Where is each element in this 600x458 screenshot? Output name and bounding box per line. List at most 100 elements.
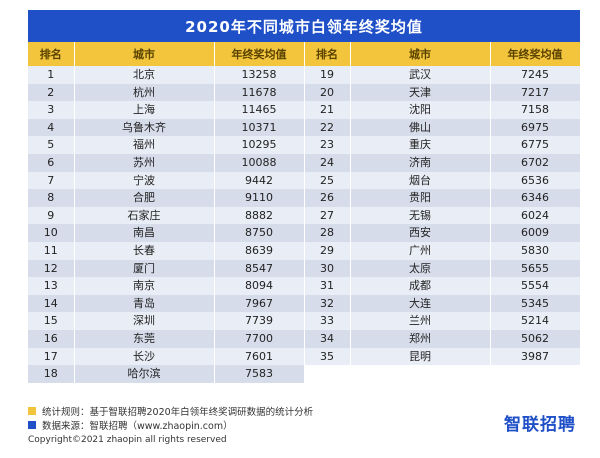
table-body: 1 北京 13258 19 武汉 7245 2 杭州 11678 20 天津 7217 3 上海 11465… [28, 66, 581, 383]
cell-right-rank: 33 [304, 312, 351, 330]
cell-left-rank: 3 [28, 101, 75, 119]
cell-right-rank: 19 [304, 66, 351, 84]
cell-left-city: 南昌 [74, 224, 215, 242]
table-row: 3 上海 11465 21 沈阳 7158 [28, 101, 581, 119]
cell-left-city: 合肥 [74, 189, 215, 207]
rule-note: 统计规则：基于智联招聘2020年白领年终奖调研数据的统计分析 [28, 404, 580, 418]
cell-right-city: 郑州 [350, 329, 491, 348]
table-row: 8 合肥 9110 26 贵阳 6346 [28, 189, 581, 207]
cell-left-city: 哈尔滨 [74, 365, 215, 383]
cell-right-city: 太原 [350, 259, 491, 278]
cell-right-bonus [490, 365, 581, 383]
rule-text: 统计规则：基于智联招聘2020年白领年终奖调研数据的统计分析 [42, 407, 314, 418]
cell-left-rank: 7 [28, 171, 75, 190]
cell-right-bonus: 7158 [490, 101, 581, 119]
header-rank-right: 排名 [304, 42, 351, 66]
table-row: 10 南昌 8750 28 西安 6009 [28, 224, 581, 242]
source-text: 数据来源：智联招聘（www.zhaopin.com） [42, 421, 233, 432]
cell-right-rank: 22 [304, 118, 351, 137]
table-row: 5 福州 10295 23 重庆 6775 [28, 136, 581, 154]
cell-left-bonus: 7601 [214, 347, 305, 366]
cell-left-rank: 8 [28, 189, 75, 207]
page-title: 2020年不同城市白领年终奖均值 [28, 10, 580, 42]
cell-left-rank: 17 [28, 347, 75, 366]
header-rank-left: 排名 [28, 42, 75, 66]
cell-left-city: 南京 [74, 277, 215, 295]
cell-right-city: 天津 [350, 83, 491, 102]
cell-left-bonus: 9110 [214, 189, 305, 207]
cell-left-city: 苏州 [74, 153, 215, 172]
cell-left-city: 厦门 [74, 259, 215, 278]
cell-right-city [350, 365, 491, 383]
cell-left-bonus: 10088 [214, 153, 305, 172]
cell-left-bonus: 8094 [214, 277, 305, 295]
cell-right-bonus: 6975 [490, 118, 581, 137]
cell-right-city: 西安 [350, 224, 491, 242]
cell-left-rank: 11 [28, 241, 75, 260]
cell-right-bonus: 7245 [490, 66, 581, 84]
cell-left-bonus: 7700 [214, 329, 305, 348]
cell-right-rank: 24 [304, 153, 351, 172]
blue-square-icon [28, 421, 36, 429]
table-row: 2 杭州 11678 20 天津 7217 [28, 83, 581, 102]
table-row: 13 南京 8094 31 成都 5554 [28, 277, 581, 295]
cell-left-city: 东莞 [74, 329, 215, 348]
cell-right-city: 成都 [350, 277, 491, 295]
cell-right-city: 昆明 [350, 347, 491, 366]
header-city-right: 城市 [350, 42, 491, 66]
footer: 统计规则：基于智联招聘2020年白领年终奖调研数据的统计分析 数据来源：智联招聘… [28, 404, 580, 454]
cell-left-rank: 10 [28, 224, 75, 242]
table-row: 16 东莞 7700 34 郑州 5062 [28, 329, 581, 348]
cell-left-bonus: 13258 [214, 66, 305, 84]
cell-right-bonus: 6702 [490, 153, 581, 172]
cell-right-bonus: 5554 [490, 277, 581, 295]
cell-right-city: 济南 [350, 153, 491, 172]
cell-left-city: 宁波 [74, 171, 215, 190]
table-row: 18 哈尔滨 7583 [28, 365, 581, 383]
cell-left-bonus: 8639 [214, 241, 305, 260]
cell-left-city: 石家庄 [74, 206, 215, 225]
cell-left-city: 长沙 [74, 347, 215, 366]
cell-left-bonus: 10371 [214, 118, 305, 137]
cell-left-city: 深圳 [74, 312, 215, 330]
cell-right-bonus: 5655 [490, 259, 581, 278]
cell-right-rank: 29 [304, 241, 351, 260]
cell-left-bonus: 9442 [214, 171, 305, 190]
cell-left-city: 乌鲁木齐 [74, 118, 215, 137]
cell-right-bonus: 5214 [490, 312, 581, 330]
cell-right-city: 无锡 [350, 206, 491, 225]
table-row: 9 石家庄 8882 27 无锡 6024 [28, 206, 581, 225]
cell-left-rank: 14 [28, 294, 75, 313]
cell-right-rank [304, 365, 351, 383]
cell-right-rank: 26 [304, 189, 351, 207]
yellow-square-icon [28, 407, 36, 415]
cell-right-bonus: 6024 [490, 206, 581, 225]
ranking-table: 排名 城市 年终奖均值 排名 城市 年终奖均值 1 北京 13258 19 武汉 7245… [28, 42, 581, 383]
cell-left-bonus: 10295 [214, 136, 305, 154]
cell-left-rank: 6 [28, 153, 75, 172]
table-row: 11 长春 8639 29 广州 5830 [28, 241, 581, 260]
cell-left-bonus: 8547 [214, 259, 305, 278]
header-bonus-left: 年终奖均值 [214, 42, 305, 66]
cell-left-bonus: 8882 [214, 206, 305, 225]
cell-left-bonus: 11678 [214, 83, 305, 102]
header-bonus-right: 年终奖均值 [490, 42, 581, 66]
cell-right-city: 武汉 [350, 66, 491, 84]
cell-right-bonus: 5062 [490, 329, 581, 348]
cell-left-city: 北京 [74, 66, 215, 84]
cell-right-bonus: 6775 [490, 136, 581, 154]
cell-right-bonus: 5830 [490, 241, 581, 260]
cell-right-city: 大连 [350, 294, 491, 313]
cell-right-city: 重庆 [350, 136, 491, 154]
cell-left-city: 福州 [74, 136, 215, 154]
cell-left-rank: 15 [28, 312, 75, 330]
cell-left-rank: 4 [28, 118, 75, 137]
table-row: 15 深圳 7739 33 兰州 5214 [28, 312, 581, 330]
cell-right-rank: 23 [304, 136, 351, 154]
ranking-sheet: 2020年不同城市白领年终奖均值 排名 城市 年终奖均值 排名 城市 年终奖均值… [28, 10, 581, 383]
cell-right-rank: 35 [304, 347, 351, 366]
cell-right-bonus: 6009 [490, 224, 581, 242]
cell-right-city: 广州 [350, 241, 491, 260]
cell-right-rank: 31 [304, 277, 351, 295]
table-row: 17 长沙 7601 35 昆明 3987 [28, 347, 581, 366]
